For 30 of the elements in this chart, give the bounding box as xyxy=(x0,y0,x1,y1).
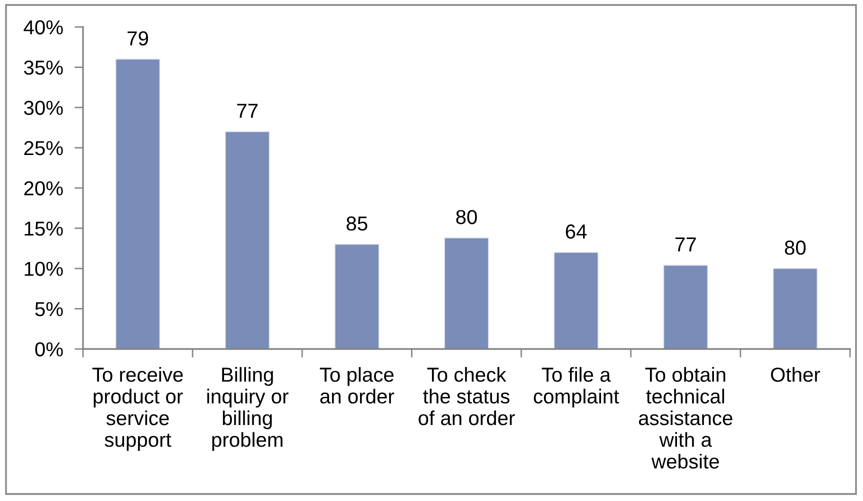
y-tick-label: 40% xyxy=(24,20,63,34)
annotation: 64 xyxy=(566,224,587,239)
annotation: 77 xyxy=(675,238,696,252)
y-tick-label: 20% xyxy=(24,181,63,196)
annotation: 80 xyxy=(784,240,806,255)
y-tick-label: 10% xyxy=(24,262,63,276)
x-tick-label: To place an order xyxy=(320,367,394,404)
annotation: 80 xyxy=(456,210,477,224)
x-tick-label: Other xyxy=(770,367,820,382)
x-tick-label: Billing inquiry or billing problem xyxy=(207,367,288,451)
x-tick-label: To receive product or service support xyxy=(92,367,183,451)
bar xyxy=(334,244,380,349)
y-tick-label: 5% xyxy=(35,302,63,316)
y-tick-label: 15% xyxy=(24,222,63,236)
x-tick-label: To file a complaint xyxy=(534,367,620,408)
x-tick-label: To obtain technical assistance with a website xyxy=(638,367,732,469)
annotation: 85 xyxy=(346,216,368,231)
bar xyxy=(444,237,489,349)
annotation: 77 xyxy=(237,104,258,118)
bar xyxy=(115,58,160,349)
bar xyxy=(663,264,708,349)
x-tick-label: To check the status of an order xyxy=(418,367,515,426)
y-tick-label: 25% xyxy=(24,140,63,156)
y-tick-label: 0% xyxy=(35,342,63,356)
y-tick-label: 35% xyxy=(24,60,63,75)
annotation: 79 xyxy=(128,31,148,46)
bar xyxy=(554,252,598,349)
y-tick-label: 30% xyxy=(24,100,63,115)
bar xyxy=(225,131,270,349)
bar xyxy=(772,268,818,349)
